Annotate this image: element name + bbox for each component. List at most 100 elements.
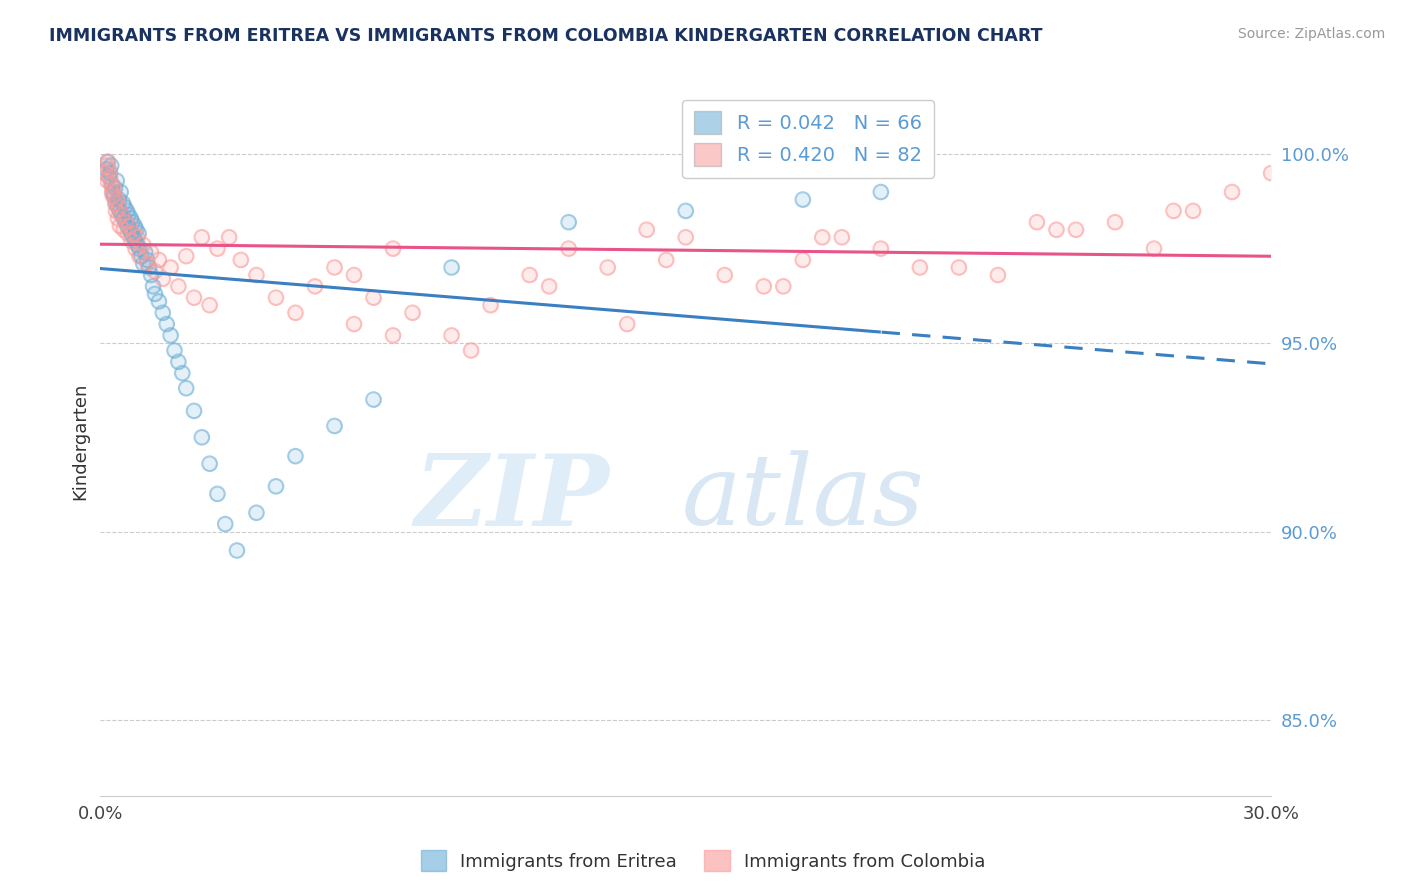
Point — [122, 227, 145, 241]
Point — [104, 196, 127, 211]
Point — [218, 230, 240, 244]
Point — [132, 237, 155, 252]
Point — [159, 328, 181, 343]
Point — [363, 291, 385, 305]
Point — [245, 506, 267, 520]
Point — [948, 260, 970, 275]
Point — [323, 419, 346, 434]
Point — [101, 178, 124, 192]
Point — [105, 174, 128, 188]
Point — [124, 234, 146, 248]
Point — [108, 200, 131, 214]
Point — [284, 306, 307, 320]
Point — [1045, 223, 1067, 237]
Point — [131, 249, 153, 263]
Point — [114, 215, 136, 229]
Point — [120, 211, 142, 226]
Point — [636, 223, 658, 237]
Point — [174, 249, 197, 263]
Point — [127, 237, 149, 252]
Point — [174, 381, 197, 395]
Legend: R = 0.042   N = 66, R = 0.420   N = 82: R = 0.042 N = 66, R = 0.420 N = 82 — [682, 100, 934, 178]
Point — [198, 298, 221, 312]
Point — [636, 223, 658, 237]
Point — [108, 203, 131, 218]
Point — [401, 306, 423, 320]
Point — [128, 242, 150, 256]
Point — [142, 279, 165, 293]
Point — [127, 237, 149, 252]
Point — [264, 479, 287, 493]
Point — [108, 203, 131, 218]
Point — [172, 366, 194, 380]
Point — [245, 268, 267, 282]
Point — [104, 196, 127, 211]
Point — [111, 196, 134, 211]
Point — [97, 154, 120, 169]
Point — [167, 355, 190, 369]
Point — [363, 392, 385, 407]
Point — [792, 193, 814, 207]
Point — [152, 272, 174, 286]
Point — [191, 230, 214, 244]
Point — [479, 298, 502, 312]
Text: atlas: atlas — [682, 450, 924, 546]
Point — [98, 169, 121, 184]
Point — [156, 317, 179, 331]
Point — [557, 215, 579, 229]
Point — [163, 343, 186, 358]
Point — [128, 249, 150, 263]
Point — [100, 178, 122, 192]
Point — [138, 260, 160, 275]
Point — [100, 178, 122, 192]
Point — [323, 260, 346, 275]
Point — [264, 291, 287, 305]
Point — [183, 291, 205, 305]
Point — [304, 279, 326, 293]
Point — [101, 185, 124, 199]
Point — [869, 242, 891, 256]
Point — [479, 298, 502, 312]
Point — [198, 457, 221, 471]
Point — [101, 185, 124, 199]
Point — [121, 215, 143, 229]
Point — [987, 268, 1010, 282]
Point — [831, 230, 853, 244]
Point — [127, 230, 149, 244]
Point — [121, 234, 143, 248]
Point — [148, 294, 170, 309]
Point — [557, 242, 579, 256]
Point — [114, 200, 136, 214]
Point — [343, 317, 366, 331]
Point — [831, 230, 853, 244]
Point — [214, 517, 236, 532]
Point — [440, 260, 463, 275]
Point — [98, 166, 121, 180]
Point — [98, 169, 121, 184]
Point — [105, 193, 128, 207]
Point — [111, 208, 134, 222]
Point — [114, 200, 136, 214]
Point — [139, 268, 162, 282]
Point — [284, 306, 307, 320]
Point — [440, 328, 463, 343]
Point — [167, 279, 190, 293]
Point — [97, 154, 120, 169]
Point — [363, 392, 385, 407]
Point — [111, 208, 134, 222]
Point — [104, 203, 127, 218]
Point — [245, 268, 267, 282]
Point — [128, 227, 150, 241]
Point — [174, 381, 197, 395]
Point — [226, 543, 249, 558]
Point — [136, 257, 159, 271]
Point — [869, 185, 891, 199]
Point — [125, 223, 148, 237]
Point — [675, 230, 697, 244]
Point — [382, 242, 405, 256]
Point — [174, 249, 197, 263]
Point — [96, 154, 118, 169]
Point — [1163, 203, 1185, 218]
Point — [94, 166, 117, 180]
Point — [987, 268, 1010, 282]
